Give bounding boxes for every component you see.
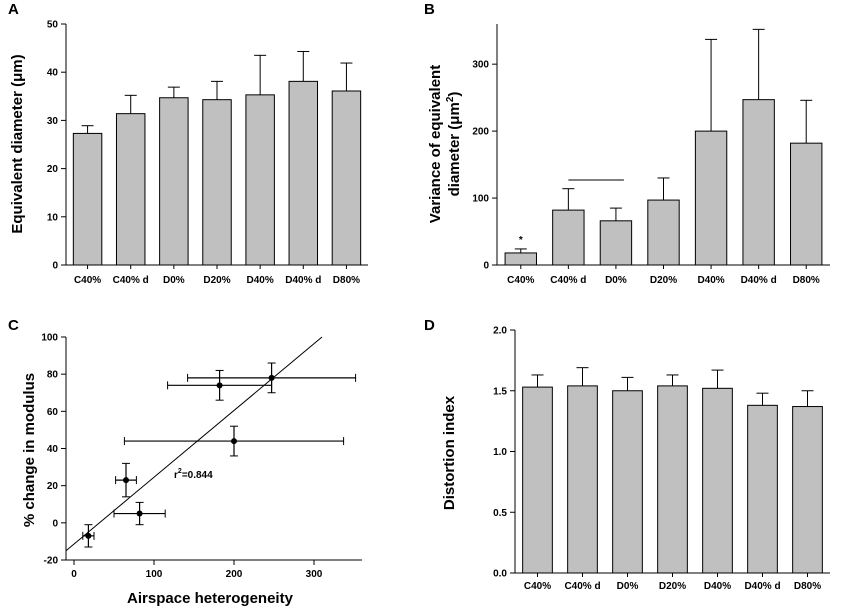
panel-a-xtick-label: D40% d <box>285 275 321 286</box>
panel-d-xtick-label: D40% d <box>744 581 780 592</box>
panel-c-xtick-label: 300 <box>306 569 323 580</box>
panel-c-ytick-label: 100 <box>41 333 58 344</box>
panel-b-bar <box>552 209 585 266</box>
panel-b-ytick-label: 200 <box>472 127 489 138</box>
panel-a-ytick-label: 0 <box>52 261 58 272</box>
panel-b-xtick-label: D80% <box>793 275 820 286</box>
panel-b-ytick-label: 100 <box>472 194 489 205</box>
panel-a-bar <box>115 113 146 266</box>
panel-c-ytick-label: -20 <box>44 556 59 567</box>
panel-a-xtick-label: D0% <box>163 275 185 286</box>
panel-b-bar <box>647 199 680 266</box>
panel-d-label: D <box>424 317 435 334</box>
panel-a-xtick-label: D20% <box>203 275 230 286</box>
panel-d-bar <box>522 386 553 574</box>
panel-d-bar <box>747 404 778 574</box>
panel-a-label: A <box>8 1 19 18</box>
panel-c-ylabel: % change in modulus <box>21 373 38 527</box>
panel-a-xtick-label: C40% d <box>113 275 149 286</box>
panel-c-data-point <box>268 374 275 381</box>
panel-d-bar <box>792 406 823 574</box>
panel-b-xtick-label: D20% <box>650 275 677 286</box>
panel-a-bar <box>288 80 319 266</box>
panel-d-bar <box>657 385 688 574</box>
panel-a-bar <box>159 97 189 266</box>
panel-c-label: C <box>8 317 19 334</box>
panel-b-ylabel-sup: 2 <box>445 96 456 102</box>
panel-b-bar <box>694 130 728 266</box>
panel-c-r2-value: =0.844 <box>182 470 213 481</box>
panel-d-ytick-label: 0.0 <box>493 569 507 580</box>
panel-b-bar <box>599 220 633 266</box>
panel-c-r2-annotation: r2=0.844 <box>174 468 213 481</box>
panel-a-xtick-label: D40% <box>247 275 274 286</box>
panel-c-data-point <box>85 532 92 539</box>
panel-c-ytick-label: 0 <box>52 518 58 529</box>
panel-b: B Variance of equivalent diameter (μm2) … <box>424 1 830 286</box>
panel-a-xtick-label: D80% <box>333 275 360 286</box>
panel-c-r2-base: r <box>174 470 178 481</box>
panel-b-ylabel-line2-pre: diameter (μm <box>446 102 463 196</box>
panel-b-xtick-label: D0% <box>605 275 627 286</box>
panel-a-ytick-label: 20 <box>47 164 59 175</box>
panel-d-ytick-label: 0.5 <box>493 508 507 519</box>
panel-c-ytick-label: 20 <box>47 481 59 492</box>
panel-c-data-point <box>231 438 237 445</box>
panel-b-bar <box>790 142 823 266</box>
panel-b-xtick-label: C40% <box>507 275 534 286</box>
panel-b-ylabel-line2: diameter (μm2) <box>445 92 463 197</box>
panel-b-bar <box>742 99 775 266</box>
panel-c-ytick-label: 60 <box>47 407 59 418</box>
panel-c-xtick-label: 200 <box>226 569 243 580</box>
panel-c-xlabel: Airspace heterogeneity <box>127 590 294 607</box>
panel-a: A Equivalent diameter (μm) 0 10 20 30 40 50 C4… <box>8 1 368 286</box>
panel-b-ytick-label: 300 <box>472 60 489 71</box>
panel-c-ytick-label: 40 <box>47 444 59 455</box>
panel-d-xtick-label: D0% <box>617 581 639 592</box>
panel-d-xtick-label: C40% <box>524 581 551 592</box>
panel-a-xtick-label: C40% <box>74 275 101 286</box>
panel-d-ytick-label: 1.5 <box>493 386 507 397</box>
panel-b-ylabel-line2-post: ) <box>446 92 463 97</box>
panel-d-xtick-label: D20% <box>659 581 686 592</box>
panel-c-ytick-label: 80 <box>47 370 59 381</box>
panel-a-bar <box>202 99 232 266</box>
panel-a-bar <box>245 94 275 266</box>
panel-b-xtick-label: C40% d <box>550 275 586 286</box>
panel-c-data-point <box>123 477 129 484</box>
panel-a-ylabel: Equivalent diameter (μm) <box>9 54 26 233</box>
panel-d-ylabel: Distortion index <box>441 395 458 510</box>
panel-d: D Distortion index 0.0 0.5 1.0 1.5 2.0 C40% C4… <box>424 317 830 592</box>
panel-b-label: B <box>424 1 435 18</box>
panel-b-ylabel-line1: Variance of equivalent <box>427 65 444 223</box>
panel-b-ytick-label: 0 <box>483 261 489 272</box>
panel-d-xtick-label: D80% <box>794 581 821 592</box>
panel-d-bar <box>612 390 643 574</box>
panel-c-xtick-label: 100 <box>146 569 163 580</box>
panel-d-xtick-label: C40% d <box>564 581 600 592</box>
panel-c-data-point <box>136 510 143 517</box>
panel-c-xtick-label: 0 <box>71 569 77 580</box>
panel-b-bar <box>504 252 537 266</box>
panel-d-ytick-label: 2.0 <box>493 326 507 337</box>
panel-b-significance-star: * <box>519 235 523 246</box>
panel-d-ytick-label: 1.0 <box>493 447 507 458</box>
panel-c-r2-sup: 2 <box>178 468 182 475</box>
panel-c-data-point <box>216 382 223 389</box>
panel-b-xtick-label: D40% <box>697 275 724 286</box>
panel-d-bar <box>702 387 733 574</box>
panel-b-xtick-label: D40% d <box>741 275 777 286</box>
panel-d-bar <box>567 385 598 574</box>
panel-a-ytick-label: 30 <box>47 116 59 127</box>
panel-a-ytick-label: 50 <box>47 20 59 31</box>
panel-a-bar <box>331 90 362 266</box>
panel-c-fit-line <box>65 336 323 552</box>
panel-a-ytick-label: 10 <box>47 212 59 223</box>
panel-a-ytick-label: 40 <box>47 68 59 79</box>
panel-c: C % change in modulus Airspace heterogen… <box>8 317 362 607</box>
panel-d-xtick-label: D40% <box>704 581 731 592</box>
panel-a-bar <box>72 132 103 266</box>
